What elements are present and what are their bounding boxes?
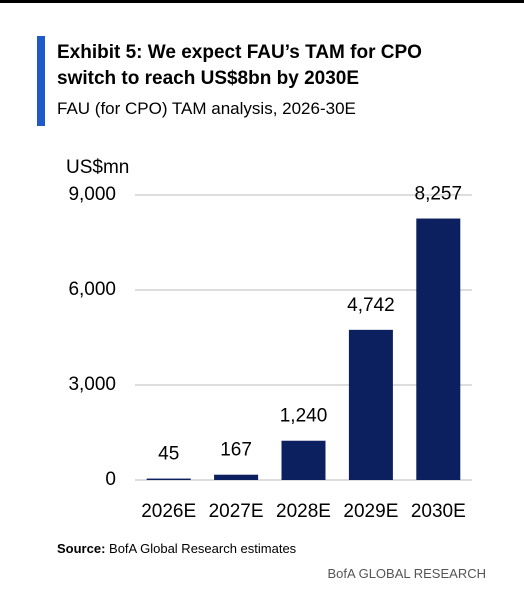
value-label: 8,257 <box>415 184 463 205</box>
x-tick-label: 2028E <box>276 501 331 522</box>
value-label: 1,240 <box>280 406 328 427</box>
value-label: 45 <box>158 444 179 465</box>
title-accent <box>37 36 45 126</box>
source-text: BofA Global Research estimates <box>109 541 297 556</box>
footer: BofA GLOBAL RESEARCH <box>327 566 486 581</box>
source-label: Source: <box>57 541 106 556</box>
source: Source: BofA Global Research estimates <box>57 541 296 556</box>
y-axis-label: US$mn <box>66 157 129 178</box>
value-label: 4,742 <box>347 295 395 316</box>
x-tick-label: 2029E <box>343 501 398 522</box>
y-tick-label: 3,000 <box>68 374 116 395</box>
subtitle: FAU (for CPO) TAM analysis, 2026-30E <box>57 99 356 118</box>
y-tick-label: 0 <box>105 469 116 490</box>
x-tick-label: 2027E <box>209 501 264 522</box>
top-rule <box>0 0 524 3</box>
x-tick-label: 2026E <box>141 501 196 522</box>
bar <box>281 440 326 480</box>
y-tick-label: 9,000 <box>68 184 116 205</box>
x-tick-label: 2030E <box>411 501 466 522</box>
bar <box>214 474 259 480</box>
bar <box>348 329 393 480</box>
bar <box>146 478 191 480</box>
title: Exhibit 5: We expect FAU’s TAM for CPO s… <box>57 42 422 89</box>
value-label: 167 <box>220 440 252 461</box>
y-tick-label: 6,000 <box>68 279 116 300</box>
bar <box>416 218 461 481</box>
